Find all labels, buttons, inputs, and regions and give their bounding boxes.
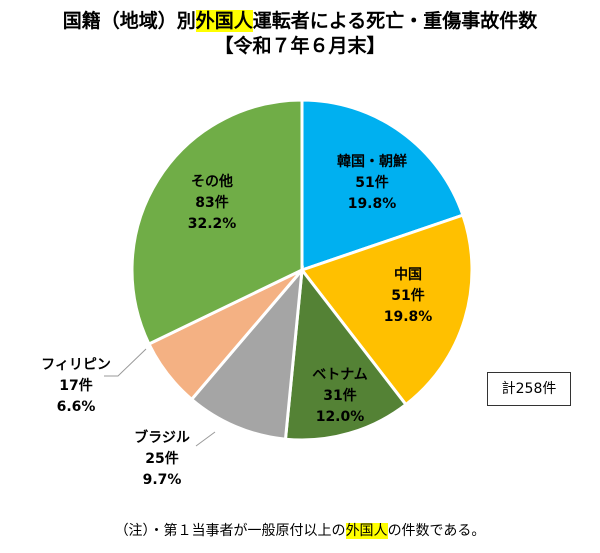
slice-name: 中国 [393, 267, 422, 283]
note-text-rest: の件数である。 [387, 523, 486, 539]
label-korea: 韓国・朝鮮 51件 19.8% [337, 152, 407, 215]
slice-name: ベトナム [312, 367, 368, 383]
label-vietnam: ベトナム 31件 12.0% [312, 365, 368, 428]
chart-subtitle: 【令和７年６月末】 [214, 35, 386, 57]
pie-slice-1 [299, 213, 474, 407]
label-other: その他 83件 32.2% [188, 172, 237, 235]
slice-count: 83件 [195, 195, 229, 211]
note-highlight: 外国人 [345, 523, 388, 539]
pie-slice-5 [130, 98, 304, 347]
slice-name: ブラジル [134, 430, 190, 446]
slice-pct: 19.8% [347, 196, 397, 212]
slice-pct: 6.6% [56, 399, 96, 415]
slice-count: 17件 [59, 378, 93, 394]
slice-pct: 32.2% [187, 216, 237, 232]
slice-count: 51件 [355, 175, 389, 191]
title-highlight: 外国人 [195, 10, 253, 32]
slice-count: 51件 [391, 288, 425, 304]
slice-name: その他 [190, 174, 233, 190]
slice-count: 25件 [145, 451, 179, 467]
pie-slice-3 [189, 265, 304, 441]
slice-name: 韓国・朝鮮 [337, 154, 407, 170]
leader-line-philippines [104, 348, 147, 377]
pie-slice-2 [283, 266, 409, 442]
footnote: （注）・第１当事者が一般原付以上の外国人の件数である。 [0, 520, 600, 540]
note-text: （注）・第１当事者が一般原付以上の [114, 523, 346, 539]
label-philippines: フィリピン 17件 6.6% [41, 355, 111, 418]
leader-line-brazil [195, 431, 216, 447]
label-china: 中国 51件 19.8% [384, 265, 433, 328]
slice-name: フィリピン [41, 357, 111, 373]
title-text: 国籍（地域）別 [62, 10, 196, 32]
slice-count: 31件 [323, 388, 357, 404]
slice-pct: 19.8% [383, 309, 433, 325]
title-text-rest: 運転者による死亡・重傷事故件数 [252, 10, 538, 32]
chart-title: 国籍（地域）別外国人運転者による死亡・重傷事故件数 [0, 6, 600, 33]
total-box: 計258件 [487, 372, 571, 406]
label-brazil: ブラジル 25件 9.7% [134, 428, 190, 491]
slice-pct: 12.0% [315, 409, 365, 425]
slice-pct: 9.7% [142, 472, 182, 488]
